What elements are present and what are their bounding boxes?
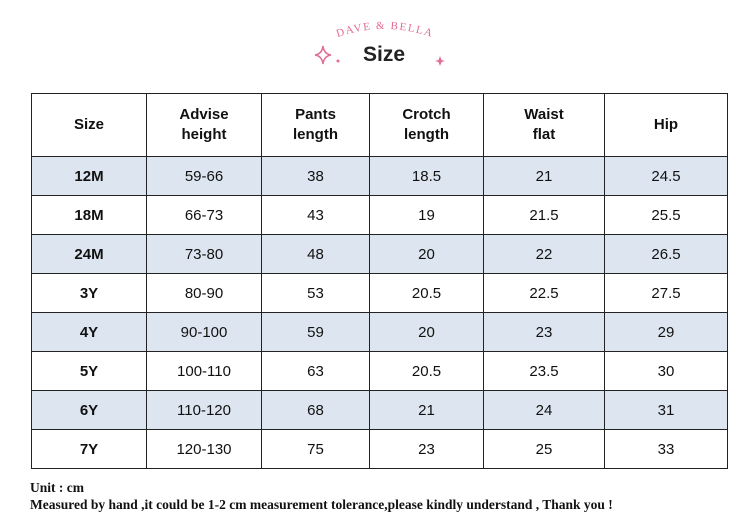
table-cell: 110-120	[146, 390, 262, 430]
table-cell: 90-100	[146, 312, 262, 352]
table-cell: 120-130	[146, 429, 262, 469]
column-header: Crotch length	[369, 93, 484, 157]
column-header-text: Waist flat	[524, 106, 564, 143]
size-cell: 7Y	[31, 429, 147, 469]
size-cell: 3Y	[31, 273, 147, 313]
table-row: 4Y 90-100 59 20 23 29	[31, 312, 728, 352]
table-cell: 25.5	[604, 195, 728, 235]
column-header: Hip	[604, 93, 728, 157]
size-table: Size Advise height Pants length Crotch leng…	[31, 93, 728, 469]
table-cell: 31	[604, 390, 728, 430]
table-row: 6Y 110-120 68 21 24 31	[31, 390, 728, 430]
table-cell: 30	[604, 351, 728, 391]
table-row: 3Y 80-90 53 20.5 22.5 27.5	[31, 273, 728, 313]
table-row: 7Y 120-130 75 23 25 33	[31, 429, 728, 469]
table-cell: 24.5	[604, 156, 728, 196]
unit-note: Unit : cm	[30, 480, 84, 495]
table-cell: 68	[261, 390, 370, 430]
table-cell: 19	[369, 195, 484, 235]
size-cell: 18M	[31, 195, 147, 235]
table-cell: 59	[261, 312, 370, 352]
column-header: Waist flat	[483, 93, 605, 157]
table-cell: 22.5	[483, 273, 605, 313]
size-cell: 12M	[31, 156, 147, 196]
sparkle	[314, 45, 332, 65]
table-cell: 48	[261, 234, 370, 274]
header-row: Size Advise height Pants length Crotch leng…	[31, 93, 728, 157]
table-row: 24M 73-80 48 20 22 26.5	[31, 234, 728, 274]
column-header-text: Crotch length	[402, 106, 451, 143]
header: DAVE & BELLA Size	[314, 20, 445, 66]
dot	[336, 59, 340, 63]
table-cell: 23	[369, 429, 484, 469]
table-cell: 23	[483, 312, 605, 352]
table-cell: 24	[483, 390, 605, 430]
column-header-text: Hip	[653, 116, 679, 133]
table-cell: 53	[261, 273, 370, 313]
table-cell: 20.5	[369, 351, 484, 391]
sparkle	[435, 56, 445, 66]
table-cell: 38	[261, 156, 370, 196]
column-header: Size	[31, 93, 147, 157]
title: Size	[363, 43, 405, 66]
size-cell: 4Y	[31, 312, 147, 352]
table-cell: 22	[483, 234, 605, 274]
column-header-text: Size	[73, 116, 104, 133]
table-row: 12M 59-66 38 18.5 21 24.5	[31, 156, 728, 196]
size-cell: 24M	[31, 234, 147, 274]
table-cell: 21	[369, 390, 484, 430]
table-row: 5Y 100-110 63 20.5 23.5 30	[31, 351, 728, 391]
table-cell: 21	[483, 156, 605, 196]
table-cell: 100-110	[146, 351, 262, 391]
size-cell: 6Y	[31, 390, 147, 430]
column-header: Advise height	[146, 93, 262, 157]
table-cell: 25	[483, 429, 605, 469]
column-header: Pants length	[261, 93, 370, 157]
table-cell: 20	[369, 234, 484, 274]
column-header-text: Advise height	[179, 106, 229, 143]
table-row: 18M 66-73 43 19 21.5 25.5	[31, 195, 728, 235]
table-cell: 59-66	[146, 156, 262, 196]
table-cell: 73-80	[146, 234, 262, 274]
table-cell: 18.5	[369, 156, 484, 196]
table-cell: 29	[604, 312, 728, 352]
table-cell: 63	[261, 351, 370, 391]
column-header-text: Pants length	[293, 106, 338, 143]
table-cell: 66-73	[146, 195, 262, 235]
tolerance-note: Measured by hand ,it could be 1-2 cm mea…	[30, 497, 613, 512]
brand: DAVE & BELLA	[335, 20, 435, 40]
table-cell: 21.5	[483, 195, 605, 235]
brand-text: DAVE & BELLA	[335, 20, 434, 40]
table-cell: 75	[261, 429, 370, 469]
table-cell: 23.5	[483, 351, 605, 391]
table-body: 12M 59-66 38 18.5 21 24.5 18M 66-73 43 19 21.5 25.5…	[31, 156, 728, 469]
table-cell: 80-90	[146, 273, 262, 313]
size-cell: 5Y	[31, 351, 147, 391]
table-cell: 33	[604, 429, 728, 469]
table-cell: 20	[369, 312, 484, 352]
table-cell: 27.5	[604, 273, 728, 313]
table-cell: 26.5	[604, 234, 728, 274]
table-cell: 43	[261, 195, 370, 235]
table-cell: 20.5	[369, 273, 484, 313]
